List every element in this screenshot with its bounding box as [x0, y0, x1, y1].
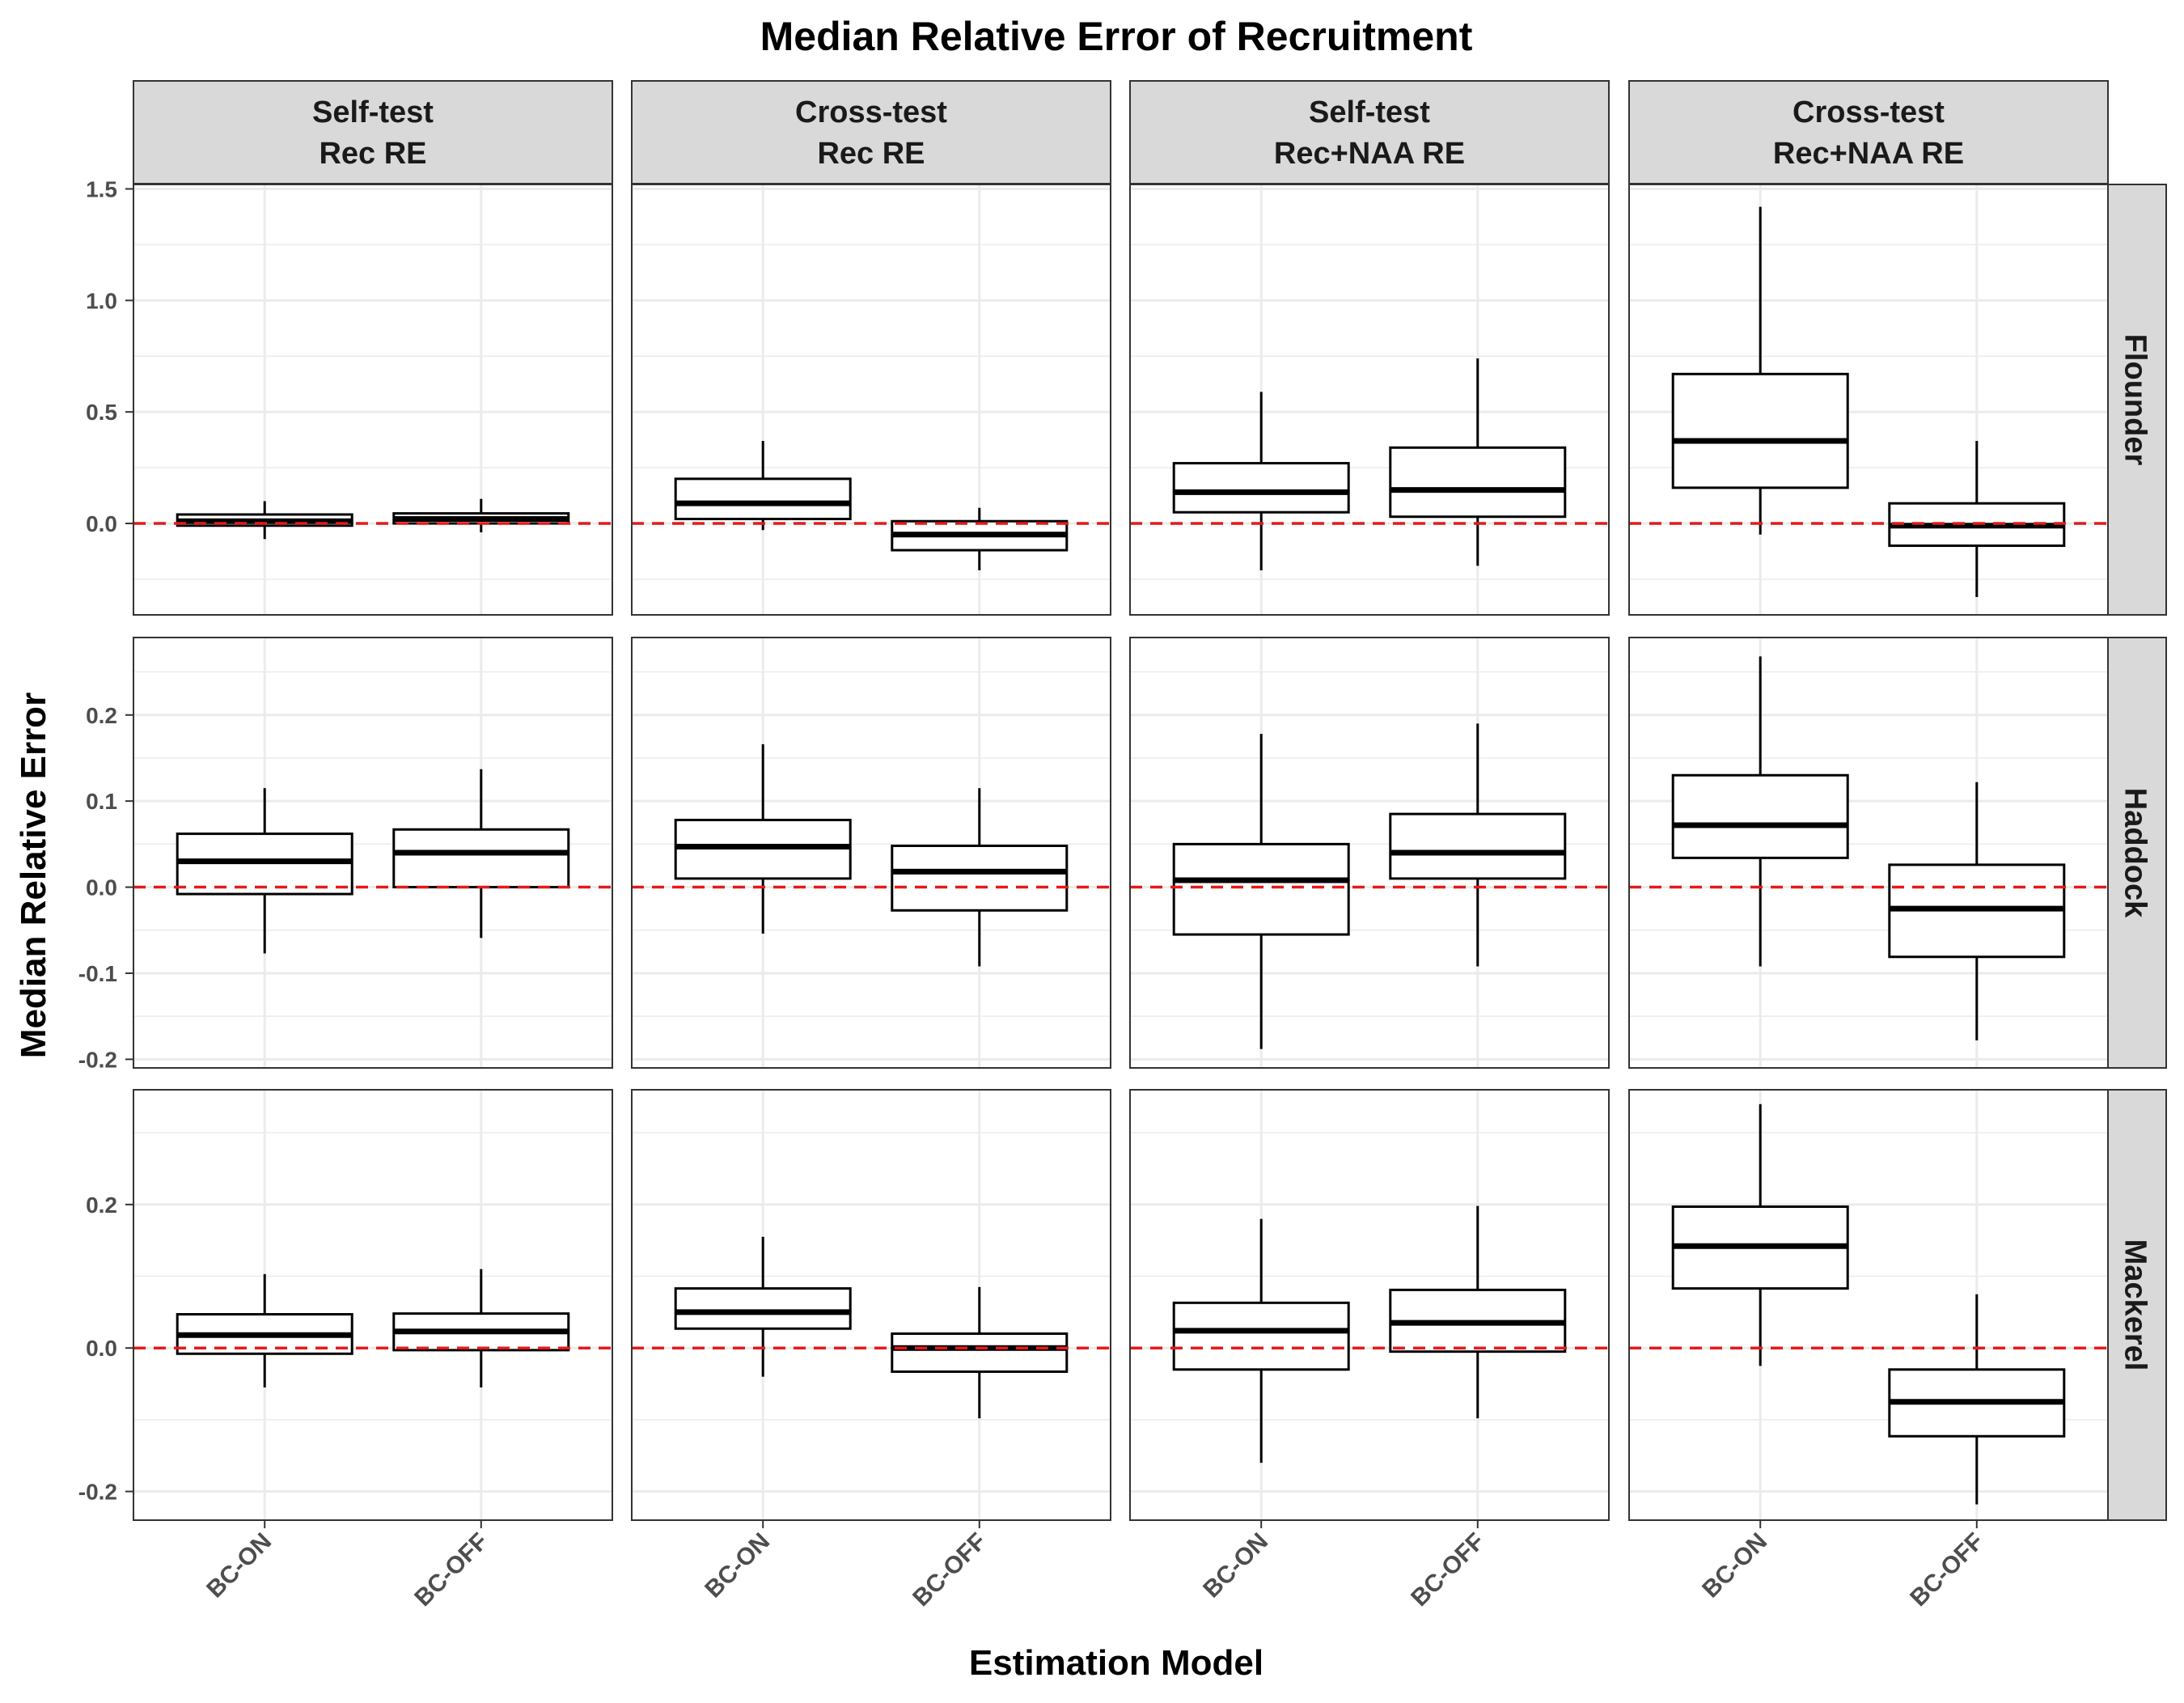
panel-background	[1629, 1090, 2108, 1520]
x-category-label: BC-ON	[1697, 1528, 1772, 1603]
box-iqr	[1671, 372, 1849, 489]
panel-border	[1628, 637, 2109, 1069]
x-category-label: BC-ON	[1198, 1528, 1273, 1603]
box-iqr	[1389, 812, 1567, 880]
x-category-label: BC-OFF	[409, 1528, 493, 1612]
panel-background	[133, 1090, 612, 1520]
x-category-label: BC-OFF	[1905, 1528, 1988, 1612]
panel-border	[1129, 184, 1610, 616]
box-iqr	[1389, 446, 1567, 519]
panel-border	[631, 1089, 1111, 1521]
column-strip-2	[631, 80, 1111, 185]
y-tick-label: 1.0	[86, 288, 117, 313]
plot-layer: Self-test Rec RE Cross-test Rec RE Self-test…	[78, 80, 2167, 1612]
x-axis-title: Estimation Model	[969, 1643, 1263, 1683]
column-strip-1	[133, 80, 613, 185]
x-category-label: BC-ON	[700, 1528, 775, 1603]
column-strip-label-line2: Rec RE	[319, 137, 426, 171]
panel-border	[631, 637, 1111, 1069]
x-category-label: BC-OFF	[1406, 1528, 1489, 1612]
row-strip-3	[2105, 1089, 2167, 1521]
column-strip-label-line1: Self-test	[1309, 95, 1430, 129]
panel-background	[133, 184, 612, 615]
box-iqr	[674, 1287, 852, 1330]
column-strip-label-line1: Cross-test	[795, 95, 947, 129]
box-iqr	[1172, 842, 1350, 936]
panel-border	[631, 184, 1111, 616]
row-strip-2	[2105, 637, 2167, 1069]
panel-border	[1129, 1089, 1610, 1521]
panel-border	[1628, 184, 2109, 616]
y-tick-label: 1.5	[86, 177, 117, 202]
y-tick-label: 0.5	[86, 400, 117, 425]
y-tick-label: -0.2	[78, 1480, 117, 1505]
y-tick-label: 0.0	[86, 875, 117, 900]
y-axis-title: Median Relative Error	[14, 693, 53, 1058]
y-tick-label: 0.2	[86, 703, 117, 728]
y-tick-label: -0.2	[78, 1047, 117, 1072]
panel-border	[133, 1089, 613, 1521]
column-strip-label-line1: Self-test	[312, 95, 434, 129]
box-iqr	[1671, 773, 1849, 859]
y-tick-label: 0.0	[86, 511, 117, 536]
panel-background	[1130, 184, 1609, 615]
y-tick-label: 0.2	[86, 1193, 117, 1218]
panel-border	[1628, 1089, 2109, 1521]
chart-title: Median Relative Error of Recruitment	[760, 14, 1473, 59]
y-tick-label: -0.1	[78, 961, 117, 986]
panel-border	[1129, 637, 1610, 1069]
panel-border	[133, 637, 613, 1069]
box-iqr	[1172, 1301, 1350, 1371]
panel-border	[133, 184, 613, 616]
y-tick-label: 0.1	[86, 789, 117, 814]
column-strip-label-line2: Rec RE	[817, 137, 925, 171]
y-tick-label: 0.0	[86, 1336, 117, 1361]
x-category-label: BC-ON	[201, 1528, 277, 1603]
box-iqr	[392, 828, 570, 889]
column-strip-label-line2: Rec+NAA RE	[1274, 137, 1465, 171]
column-strip-label-line1: Cross-test	[1792, 95, 1945, 129]
box-iqr	[891, 844, 1069, 912]
column-strip-4	[1628, 80, 2109, 185]
box-iqr	[891, 1332, 1069, 1373]
column-strip-3	[1129, 80, 1610, 185]
box-iqr	[1172, 462, 1350, 514]
row-strip-label: Mackerel	[2118, 1239, 2152, 1371]
column-strip-label-line2: Rec+NAA RE	[1773, 137, 1964, 171]
row-strip-label: Haddock	[2118, 788, 2152, 918]
x-category-label: BC-OFF	[908, 1528, 991, 1612]
row-strip-label: Flounder	[2118, 334, 2152, 466]
box-iqr	[674, 477, 852, 520]
